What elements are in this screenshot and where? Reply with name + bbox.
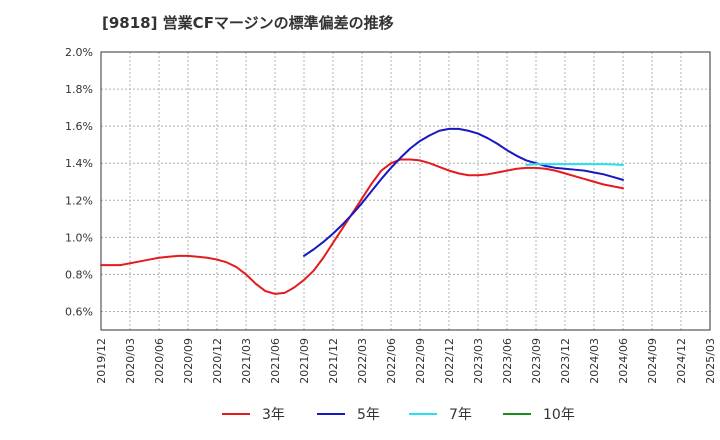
x-tick-label: 2024/12: [675, 338, 688, 384]
chart-title: [9818] 営業CFマージンの標準偏差の推移: [102, 14, 394, 32]
legend-label: 3年: [262, 407, 285, 423]
y-tick-label: 1.6%: [65, 120, 93, 133]
y-tick-label: 1.2%: [65, 194, 93, 207]
x-tick-label: 2021/12: [327, 338, 340, 384]
x-tick-label: 2019/12: [95, 338, 108, 384]
y-tick-label: 1.0%: [65, 231, 93, 244]
x-tick-label: 2022/06: [385, 338, 398, 384]
y-tick-label: 1.4%: [65, 157, 93, 170]
legend-label: 5年: [357, 407, 380, 423]
legend-label: 7年: [449, 407, 472, 423]
x-tick-label: 2024/09: [646, 338, 659, 384]
y-tick-label: 0.6%: [65, 305, 93, 318]
series-lines: [100, 127, 624, 295]
x-tick-label: 2020/12: [211, 338, 224, 384]
legend: 3年 5年 7年 10年: [222, 407, 575, 423]
x-tick-label: 2021/03: [240, 338, 253, 384]
x-tick-label: 2023/06: [501, 338, 514, 384]
x-tick-label: 2023/03: [472, 338, 485, 384]
grid-lines: [100, 51, 711, 330]
x-tick-label: 2022/09: [414, 338, 427, 384]
x-tick-label: 2024/06: [617, 338, 630, 384]
x-tick-label: 2021/06: [269, 338, 282, 384]
x-tick-label: 2023/09: [530, 338, 543, 384]
x-tick-label: 2022/03: [356, 338, 369, 384]
series-line-7年: [525, 163, 624, 167]
y-tick-label: 1.8%: [65, 83, 93, 96]
x-axis-ticks: 2019/12 2020/03 2020/06 2020/09 2020/12 2021/…: [95, 338, 717, 384]
series-line-3年: [100, 158, 624, 295]
plot-area-border: [100, 51, 711, 331]
x-tick-label: 2025/03: [704, 338, 717, 384]
x-tick-label: 2023/12: [559, 338, 572, 384]
y-axis-ticks: 0.6% 0.8% 1.0% 1.2% 1.4% 1.6% 1.8% 2.0%: [65, 46, 93, 318]
x-tick-label: 2020/03: [124, 338, 137, 384]
x-tick-label: 2024/03: [588, 338, 601, 384]
legend-label: 10年: [543, 407, 575, 423]
y-tick-label: 0.8%: [65, 268, 93, 281]
x-tick-label: 2020/09: [182, 338, 195, 384]
y-tick-label: 2.0%: [65, 46, 93, 59]
x-tick-label: 2020/06: [153, 338, 166, 384]
x-tick-label: 2021/09: [298, 338, 311, 384]
x-tick-label: 2022/12: [443, 338, 456, 384]
series-line-5年: [303, 127, 624, 257]
